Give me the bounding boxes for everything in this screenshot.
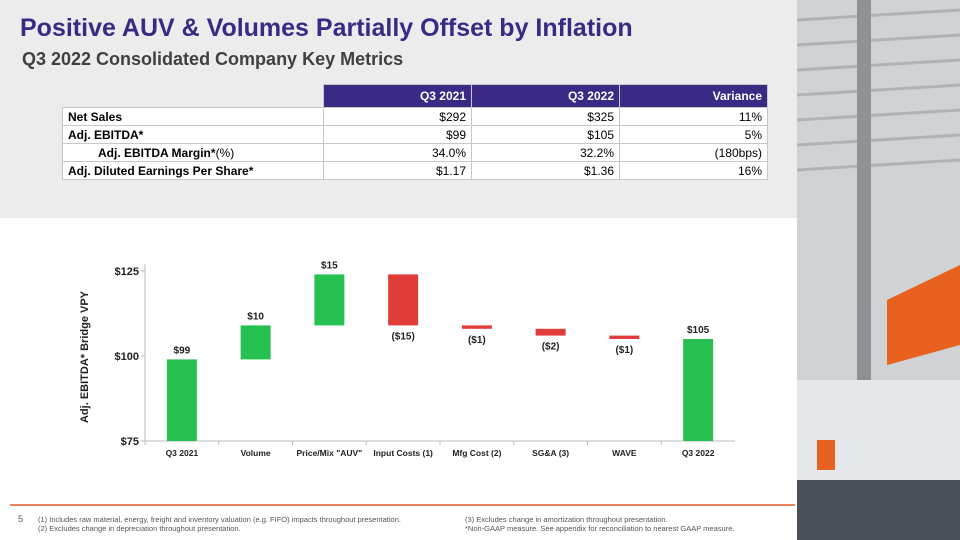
value-label: $99 xyxy=(174,345,191,356)
column-header: Variance xyxy=(619,84,768,108)
row-label-suffix: (%) xyxy=(215,145,235,160)
note: (1) Includes raw material, energy, freig… xyxy=(38,515,401,524)
cell: 16% xyxy=(619,161,768,180)
cell: $105 xyxy=(471,125,620,144)
y-tick-label: $125 xyxy=(115,266,139,278)
bar xyxy=(609,335,640,339)
cell: 5% xyxy=(619,125,768,144)
row-label-text: Adj. Diluted Earnings Per Share* xyxy=(68,163,254,178)
x-tick-label: Price/Mix "AUV" xyxy=(297,448,363,458)
bar xyxy=(314,274,345,326)
row-label-text: Adj. EBITDA Margin* xyxy=(98,145,216,160)
table-row: Adj. EBITDA Margin*(%) 34.0% 32.2% (180bps) xyxy=(62,143,768,162)
value-label: ($1) xyxy=(615,345,633,356)
value-label: $15 xyxy=(321,260,338,271)
row-label: Adj. EBITDA* xyxy=(62,125,324,144)
x-tick-label: Input Costs (1) xyxy=(373,448,433,458)
x-tick-label: Volume xyxy=(241,448,271,458)
x-tick-label: Mfg Cost (2) xyxy=(452,448,501,458)
table-row: Adj. Diluted Earnings Per Share* $1.17 $1.… xyxy=(62,161,768,180)
table-row: Adj. EBITDA* $99 $105 5% xyxy=(62,125,768,144)
cell: $1.17 xyxy=(323,161,472,180)
value-label: $105 xyxy=(687,325,710,336)
x-tick-label: SG&A (3) xyxy=(532,448,569,458)
y-tick-label: $75 xyxy=(121,436,139,448)
column-header: Q3 2022 xyxy=(471,84,620,108)
note: *Non-GAAP measure. See appendix for reco… xyxy=(465,524,735,533)
bar xyxy=(166,359,197,441)
cell: $292 xyxy=(323,107,472,126)
header-row: Q3 2021 Q3 2022 Variance xyxy=(63,84,768,108)
x-tick-label: Q3 2022 xyxy=(682,448,715,458)
note: (2) Excludes change in depreciation thro… xyxy=(38,524,241,533)
bar xyxy=(461,325,492,329)
value-label: ($15) xyxy=(391,331,414,342)
x-tick-label: Q3 2021 xyxy=(166,448,199,458)
y-tick-label: $100 xyxy=(115,351,139,363)
title: Positive AUV & Volumes Partially Offset … xyxy=(20,14,633,42)
bar xyxy=(683,339,714,441)
value-label: ($1) xyxy=(468,335,486,346)
bar xyxy=(535,328,566,336)
row-label: Net Sales xyxy=(62,107,324,126)
row-label: Adj. Diluted Earnings Per Share* xyxy=(62,161,324,180)
note: (3) Excludes change in amortization thro… xyxy=(465,515,668,524)
metrics-table: Q3 2021 Q3 2022 Variance Net Sales $292 $325 1… xyxy=(62,84,768,180)
row-label-text: Adj. EBITDA* xyxy=(68,127,144,142)
chart: Adj. EBITDA* Bridge VPY 5 $75 $100 $125 Q3 … xyxy=(10,260,795,524)
row-label-text: Net Sales xyxy=(68,109,123,124)
page-number: 5 xyxy=(18,514,23,524)
notes-left: (1) Includes raw material, energy, freig… xyxy=(38,515,401,533)
notes-right: (3) Excludes change in amortization thro… xyxy=(465,515,734,533)
x-tick-label: WAVE xyxy=(612,448,637,458)
table-row: Net Sales $292 $325 11% xyxy=(62,107,768,126)
bar xyxy=(240,325,271,360)
bar xyxy=(388,274,419,326)
value-label: ($2) xyxy=(542,342,560,353)
subtitle: Q3 2022 Consolidated Company Key Metrics xyxy=(22,49,404,69)
y-axis-label: Adj. EBITDA* Bridge VPY xyxy=(79,290,91,423)
value-label: $10 xyxy=(247,311,264,322)
photo xyxy=(797,0,960,540)
